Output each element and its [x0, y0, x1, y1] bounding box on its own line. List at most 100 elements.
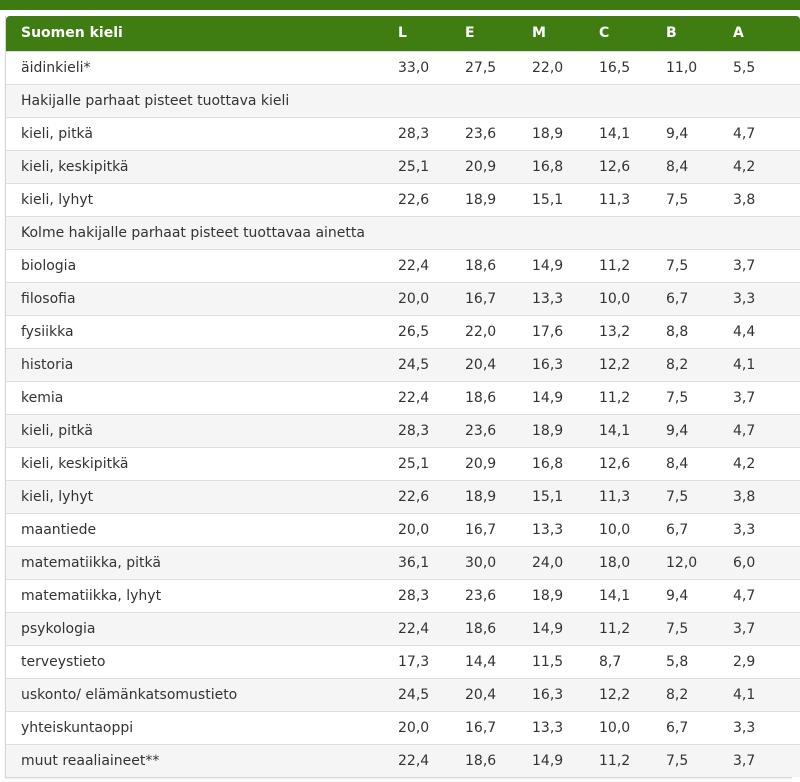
subject-cell: muut reaaliaineet** [6, 743, 398, 777]
table-row: psykologia 22,4 18,6 14,9 11,2 7,5 3,7 [6, 611, 800, 645]
points-cell: 7,5 [666, 479, 733, 513]
points-cell: 13,2 [599, 314, 666, 348]
points-cell: 20,9 [465, 149, 532, 183]
header-grade-c: C [599, 25, 610, 42]
points-cell: 16,8 [532, 446, 599, 480]
table-row: historia 24,5 20,4 16,3 12,2 8,2 4,1 [6, 347, 800, 381]
points-cell: 24,5 [398, 347, 465, 381]
points-cell: 22,4 [398, 248, 465, 282]
points-cell: 14,9 [532, 380, 599, 414]
points-cell: 12,0 [666, 545, 733, 579]
points-cell: 22,4 [398, 611, 465, 645]
header-grade-m: M [532, 25, 546, 42]
points-cell: 24,5 [398, 677, 465, 711]
points-cell: 18,9 [532, 413, 599, 447]
subject-cell: kieli, pitkä [6, 413, 398, 447]
table-row: kieli, pitkä 28,3 23,6 18,9 14,1 9,4 4,7 [6, 413, 800, 447]
points-cell: 9,4 [666, 413, 733, 447]
points-cell: 28,3 [398, 578, 465, 612]
points-cell: 4,7 [733, 413, 800, 447]
points-cell: 27,5 [465, 50, 532, 84]
points-cell: 15,1 [532, 479, 599, 513]
points-cell: 3,3 [733, 710, 800, 744]
header-grade-l: L [398, 25, 407, 42]
table-row: kieli, lyhyt 22,6 18,9 15,1 11,3 7,5 3,8 [6, 479, 800, 513]
points-cell: 10,0 [599, 512, 666, 546]
section-row: Kolme hakijalle parhaat pisteet tuottava… [6, 215, 800, 249]
points-cell: 18,9 [465, 182, 532, 216]
table-row: terveystieto 17,3 14,4 11,5 8,7 5,8 2,9 [6, 644, 800, 678]
points-cell: 14,9 [532, 611, 599, 645]
points-cell: 18,6 [465, 611, 532, 645]
points-cell: 8,4 [666, 446, 733, 480]
points-cell: 5,8 [666, 644, 733, 678]
points-cell: 10,0 [599, 281, 666, 315]
points-cell: 4,2 [733, 149, 800, 183]
points-cell: 18,6 [465, 248, 532, 282]
table-row: matematiikka, pitkä 36,1 30,0 24,0 18,0 12,0 6… [6, 545, 800, 579]
header-subject: Suomen kieli [21, 25, 123, 42]
table-row: yhteiskuntaoppi 20,0 16,7 13,3 10,0 6,7 3,3 [6, 710, 800, 744]
points-cell: 12,2 [599, 347, 666, 381]
subject-cell: kieli, keskipitkä [6, 446, 398, 480]
points-cell: 16,3 [532, 347, 599, 381]
table-row: kieli, lyhyt 22,6 18,9 15,1 11,3 7,5 3,8 [6, 182, 800, 216]
points-cell: 17,6 [532, 314, 599, 348]
points-cell: 6,7 [666, 512, 733, 546]
points-cell: 9,4 [666, 578, 733, 612]
table-row: äidinkieli* 33,0 27,5 22,0 16,5 11,0 5,5 [6, 50, 800, 84]
points-cell: 3,8 [733, 182, 800, 216]
points-cell: 3,3 [733, 281, 800, 315]
points-cell: 3,7 [733, 743, 800, 777]
points-cell: 7,5 [666, 611, 733, 645]
points-cell: 28,3 [398, 116, 465, 150]
points-cell: 33,0 [398, 50, 465, 84]
points-cell: 24,0 [532, 545, 599, 579]
header-grade-a: A [733, 25, 744, 42]
points-cell: 8,4 [666, 149, 733, 183]
points-cell: 8,2 [666, 347, 733, 381]
points-cell: 8,7 [599, 644, 666, 678]
points-cell: 12,6 [599, 149, 666, 183]
points-cell: 15,1 [532, 182, 599, 216]
points-cell: 11,2 [599, 380, 666, 414]
points-cell: 23,6 [465, 116, 532, 150]
points-cell: 22,0 [465, 314, 532, 348]
points-cell: 17,3 [398, 644, 465, 678]
points-cell: 11,0 [666, 50, 733, 84]
points-cell: 20,4 [465, 347, 532, 381]
points-cell: 20,4 [465, 677, 532, 711]
points-cell: 3,7 [733, 380, 800, 414]
table-body: äidinkieli* 33,0 27,5 22,0 16,5 11,0 5,5 Hakija… [6, 50, 800, 777]
subject-cell: terveystieto [6, 644, 398, 678]
points-cell: 16,7 [465, 281, 532, 315]
subject-cell: maantiede [6, 512, 398, 546]
points-cell: 13,3 [532, 512, 599, 546]
section-label: Kolme hakijalle parhaat pisteet tuottava… [6, 215, 800, 249]
points-cell: 6,7 [666, 710, 733, 744]
subject-cell: fysiikka [6, 314, 398, 348]
table-header-row: Suomen kieli L E M C B A [6, 16, 800, 51]
points-cell: 7,5 [666, 248, 733, 282]
table-row: fysiikka 26,5 22,0 17,6 13,2 8,8 4,4 [6, 314, 800, 348]
points-cell: 18,0 [599, 545, 666, 579]
points-cell: 20,0 [398, 512, 465, 546]
table-row: filosofia 20,0 16,7 13,3 10,0 6,7 3,3 [6, 281, 800, 315]
points-cell: 14,9 [532, 248, 599, 282]
points-cell: 36,1 [398, 545, 465, 579]
points-cell: 4,4 [733, 314, 800, 348]
points-cell: 3,8 [733, 479, 800, 513]
table-row: kieli, keskipitkä 25,1 20,9 16,8 12,6 8,4 4,2 [6, 149, 800, 183]
subject-cell: matematiikka, pitkä [6, 545, 398, 579]
points-cell: 7,5 [666, 182, 733, 216]
points-cell: 22,6 [398, 182, 465, 216]
points-cell: 11,5 [532, 644, 599, 678]
subject-cell: yhteiskuntaoppi [6, 710, 398, 744]
points-cell: 11,3 [599, 182, 666, 216]
points-cell: 7,5 [666, 743, 733, 777]
points-cell: 6,7 [666, 281, 733, 315]
points-cell: 26,5 [398, 314, 465, 348]
points-cell: 22,6 [398, 479, 465, 513]
table-row: kieli, pitkä 28,3 23,6 18,9 14,1 9,4 4,7 [6, 116, 800, 150]
points-cell: 4,2 [733, 446, 800, 480]
